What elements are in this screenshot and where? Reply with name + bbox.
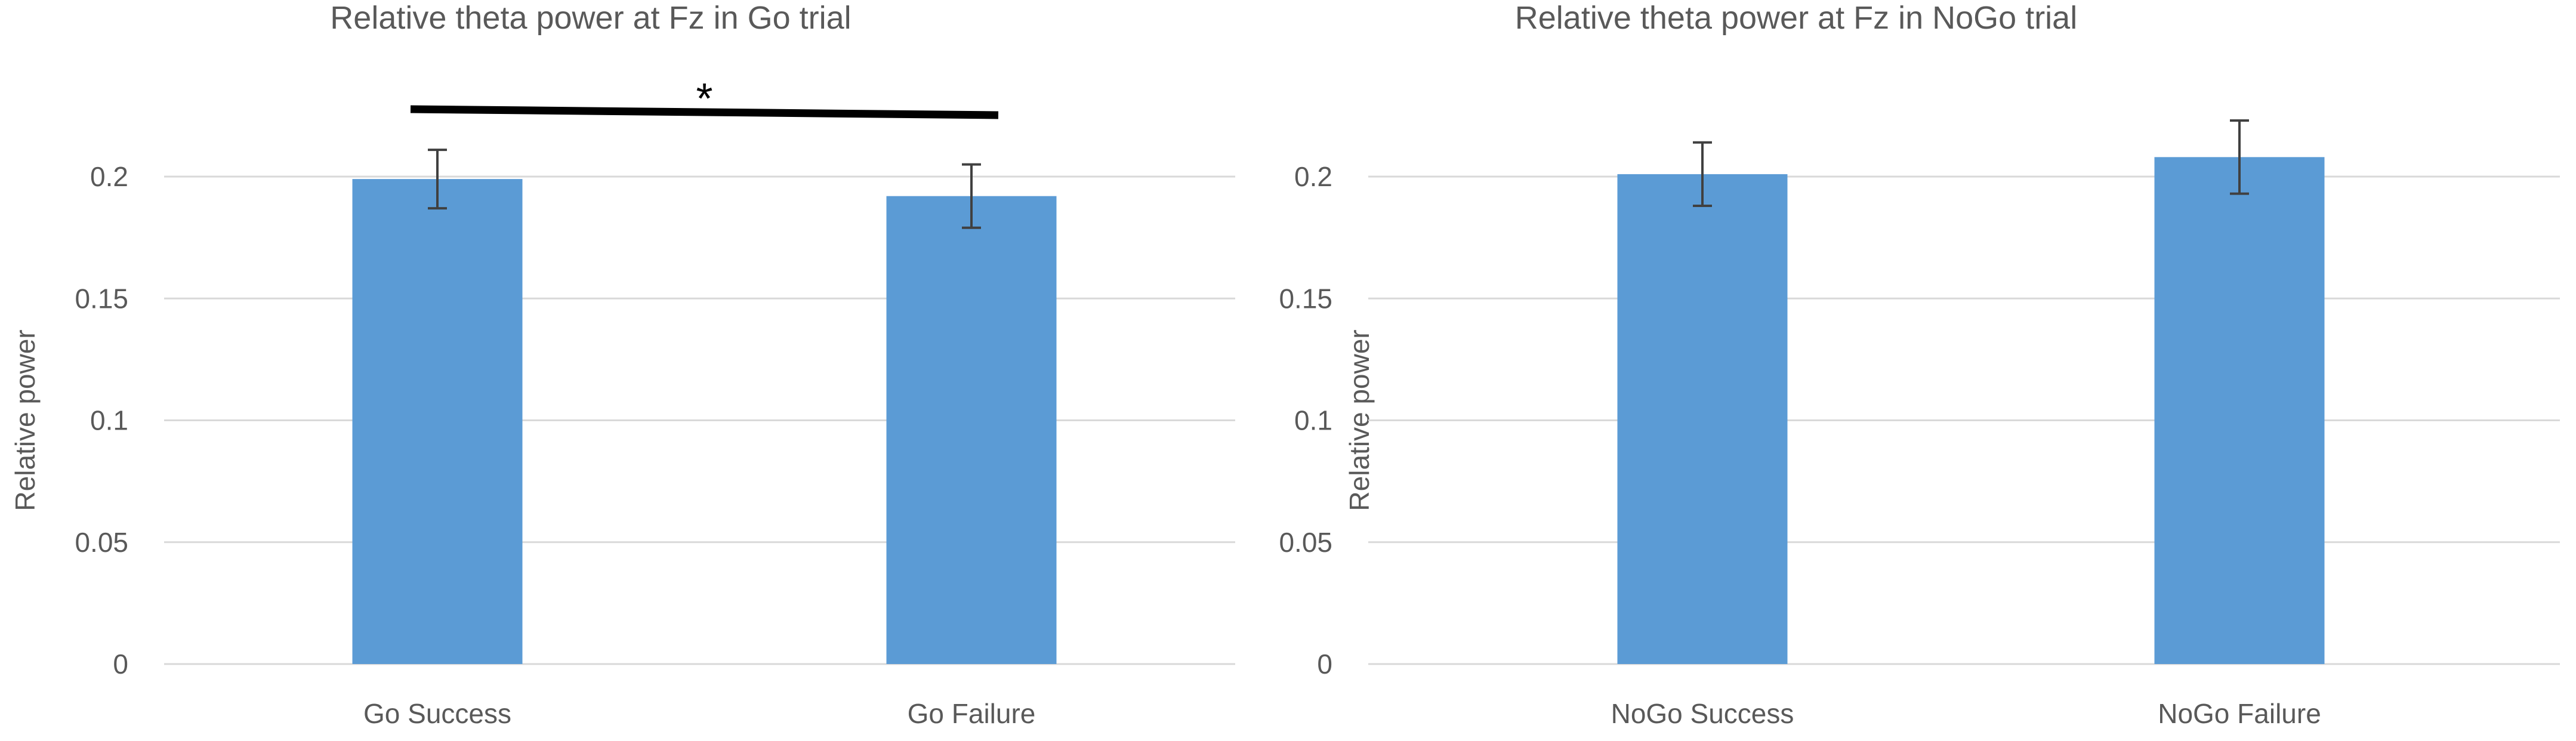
chart-nogo-trial: Relative theta power at Fz in NoGo trial…: [1279, 0, 2560, 729]
chart-title: Relative theta power at Fz in Go trial: [330, 0, 851, 36]
bar: [1617, 174, 1788, 664]
y-tick-label: 0.05: [1279, 527, 1332, 558]
x-tick-label: NoGo Success: [1611, 698, 1794, 729]
significance-line: [410, 105, 999, 119]
error-bar: [428, 149, 447, 210]
x-tick-label: Go Failure: [908, 698, 1036, 729]
y-tick-label: 0.1: [90, 405, 128, 436]
error-bar: [2230, 119, 2249, 195]
x-tick-label: Go Success: [363, 698, 511, 729]
error-bar: [962, 163, 981, 229]
y-tick-label: 0.1: [1294, 405, 1332, 436]
bar: [2154, 157, 2325, 664]
y-tick-label: 0: [113, 649, 128, 680]
y-tick-label: 0.05: [75, 527, 128, 558]
chart-go-trial: Relative theta power at Fz in Go trial R…: [10, 0, 1235, 729]
x-tick-label: NoGo Failure: [2158, 698, 2321, 729]
bar: [886, 196, 1057, 664]
significance-asterisk: *: [696, 75, 712, 123]
y-tick-label: 0.2: [90, 161, 128, 192]
bar: [352, 179, 523, 665]
y-tick-label: 0.2: [1294, 161, 1332, 192]
chart-title: Relative theta power at Fz in NoGo trial: [1515, 0, 2077, 36]
y-axis-label: Relative power: [10, 329, 41, 511]
y-tick-label: 0.15: [1279, 283, 1332, 314]
y-tick-label: 0: [1317, 649, 1332, 680]
y-tick-label: 0.15: [75, 283, 128, 314]
error-bar: [1693, 141, 1712, 208]
